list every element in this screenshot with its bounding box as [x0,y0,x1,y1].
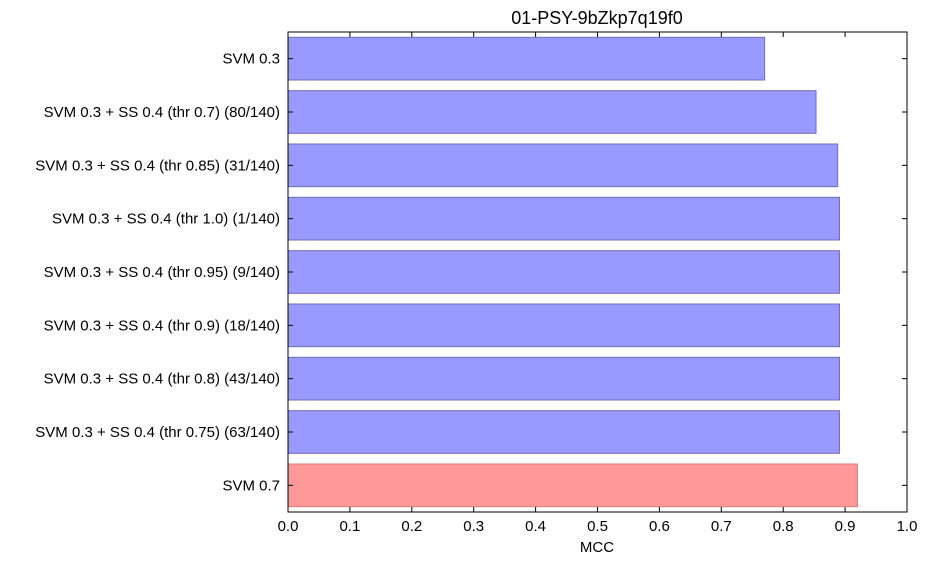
category-label: SVM 0.3 + SS 0.4 (thr 0.75) (63/140) [35,424,280,441]
plot-frame [287,31,908,513]
category-label: SVM 0.3 + SS 0.4 (thr 0.8) (43/140) [44,371,280,388]
bar [287,303,841,348]
category-label: SVM 0.3 [222,51,280,68]
category-label: SVM 0.3 + SS 0.4 (thr 0.95) (9/140) [44,264,280,281]
bar [287,463,858,508]
x-axis-label: MCC [580,539,614,556]
bar [287,356,841,401]
chart-title: 01-PSY-9bZkp7q19f0 [511,8,682,28]
x-tick-label: 0.8 [773,518,794,535]
bar [287,143,839,188]
x-tick-label: 0.5 [587,518,608,535]
x-tick-label: 0.1 [339,518,360,535]
x-tick-label: 0.6 [649,518,670,535]
category-label: SVM 0.3 + SS 0.4 (thr 0.85) (31/140) [35,157,280,174]
x-tick-label: 0.9 [835,518,856,535]
x-tick-label: 1.0 [897,518,918,535]
bar [287,196,841,241]
category-label: SVM 0.3 + SS 0.4 (thr 0.7) (80/140) [44,104,280,121]
x-tick-label: 0.4 [525,518,546,535]
x-tick-label: 0.0 [278,518,299,535]
x-ticks-group: 0.0 0.1 0.2 0.3 0.4 0.5 0.6 0.7 0.8 0.9 1.0 [278,32,918,535]
category-label: SVM 0.3 + SS 0.4 (thr 0.9) (18/140) [44,317,280,334]
category-label: SVM 0.7 [222,477,280,494]
bar [287,36,766,81]
bar [287,410,841,454]
bar [287,90,817,134]
bars-group [287,36,858,508]
category-labels-group: SVM 0.3 SVM 0.3 + SS 0.4 (thr 0.7) (80/14… [35,51,907,494]
x-tick-label: 0.3 [463,518,484,535]
x-tick-label: 0.7 [711,518,732,535]
category-label: SVM 0.3 + SS 0.4 (thr 1.0) (1/140) [52,211,280,228]
bar [287,250,841,294]
x-tick-label: 0.2 [401,518,422,535]
